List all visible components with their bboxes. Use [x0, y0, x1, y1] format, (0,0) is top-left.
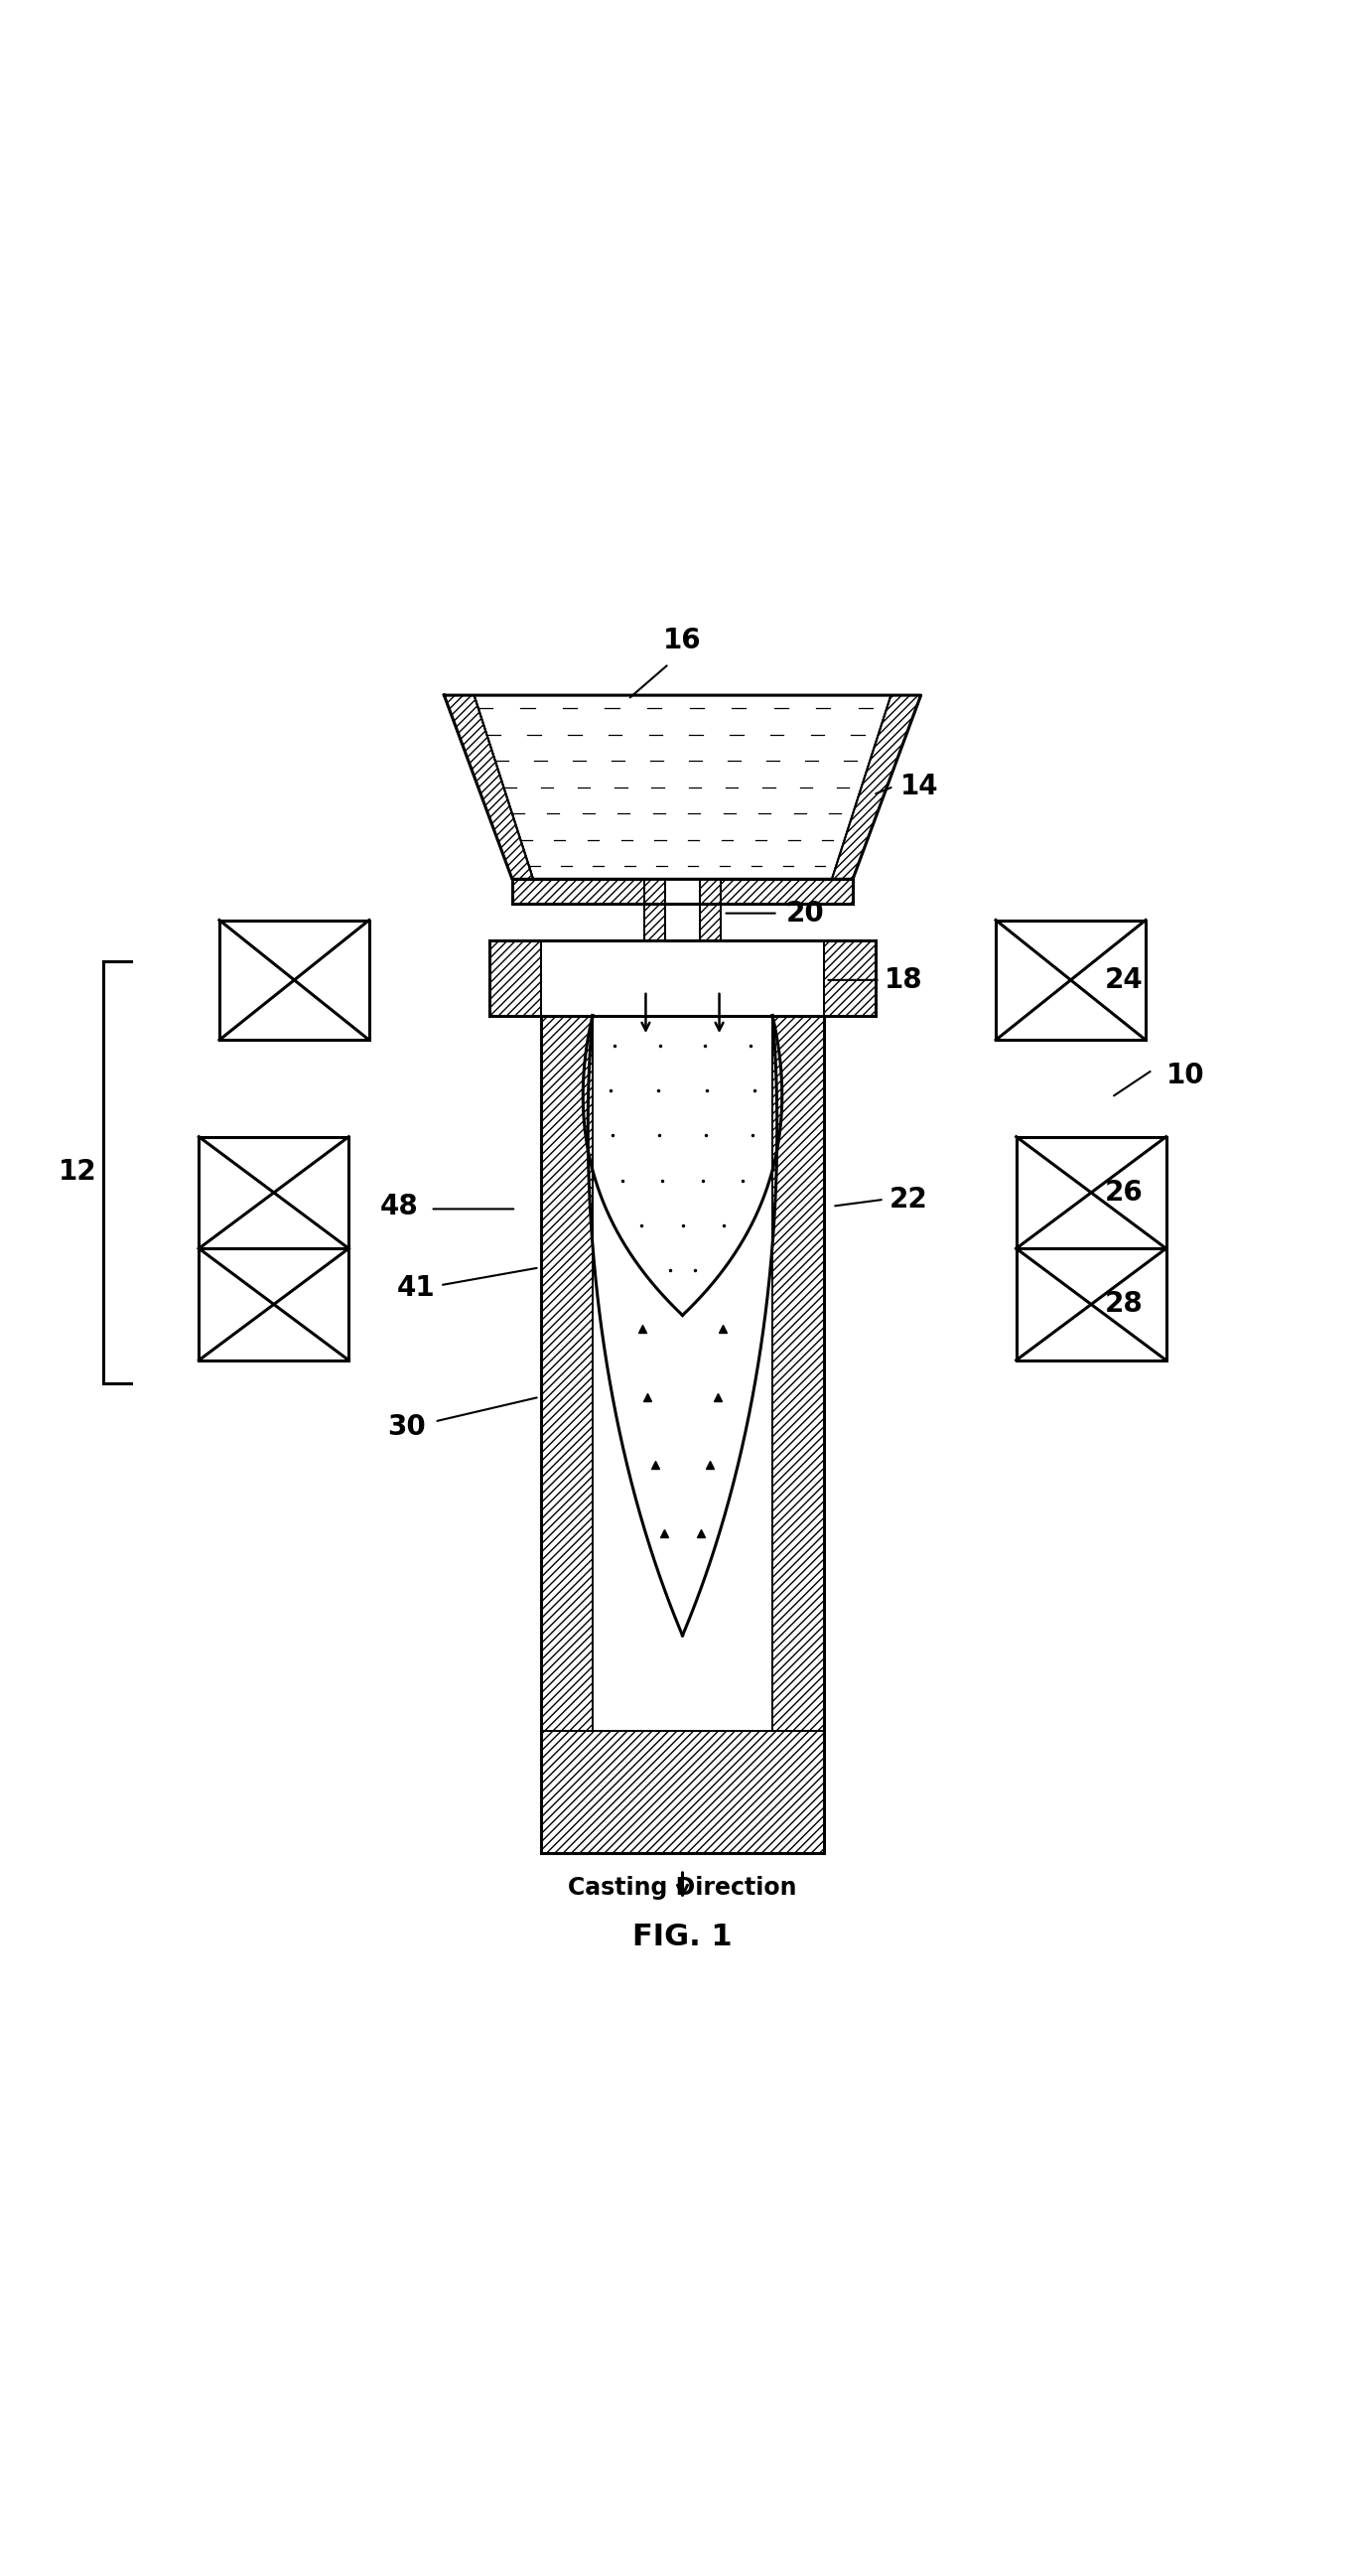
Polygon shape	[541, 1015, 592, 1855]
Polygon shape	[541, 1731, 824, 1855]
Polygon shape	[824, 940, 876, 1015]
Bar	[996, 920, 1145, 1041]
Polygon shape	[831, 696, 921, 878]
Bar	[199, 1249, 348, 1360]
Polygon shape	[512, 878, 644, 904]
Polygon shape	[644, 878, 665, 940]
Text: 16: 16	[663, 626, 702, 654]
Text: 26: 26	[1104, 1180, 1144, 1206]
Text: 22: 22	[890, 1185, 928, 1213]
Text: 12: 12	[59, 1159, 97, 1185]
Text: 28: 28	[1104, 1291, 1144, 1319]
Text: Casting Direction: Casting Direction	[568, 1875, 797, 1899]
Bar	[220, 920, 369, 1041]
Text: 10: 10	[1166, 1061, 1204, 1090]
Text: 18: 18	[885, 966, 923, 994]
Polygon shape	[489, 940, 541, 1015]
Bar	[1017, 1249, 1166, 1360]
Polygon shape	[773, 1015, 824, 1855]
Text: 24: 24	[1104, 966, 1144, 994]
Polygon shape	[721, 878, 853, 904]
Polygon shape	[444, 696, 534, 878]
Bar	[199, 1136, 348, 1249]
Text: 30: 30	[386, 1414, 426, 1440]
Text: 20: 20	[786, 899, 824, 927]
Text: 14: 14	[901, 773, 939, 801]
Text: 48: 48	[379, 1193, 419, 1221]
Polygon shape	[853, 696, 921, 878]
Polygon shape	[700, 878, 721, 940]
Text: FIG. 1: FIG. 1	[632, 1922, 733, 1950]
Polygon shape	[444, 696, 534, 878]
Text: 41: 41	[396, 1275, 435, 1301]
Bar	[1017, 1136, 1166, 1249]
